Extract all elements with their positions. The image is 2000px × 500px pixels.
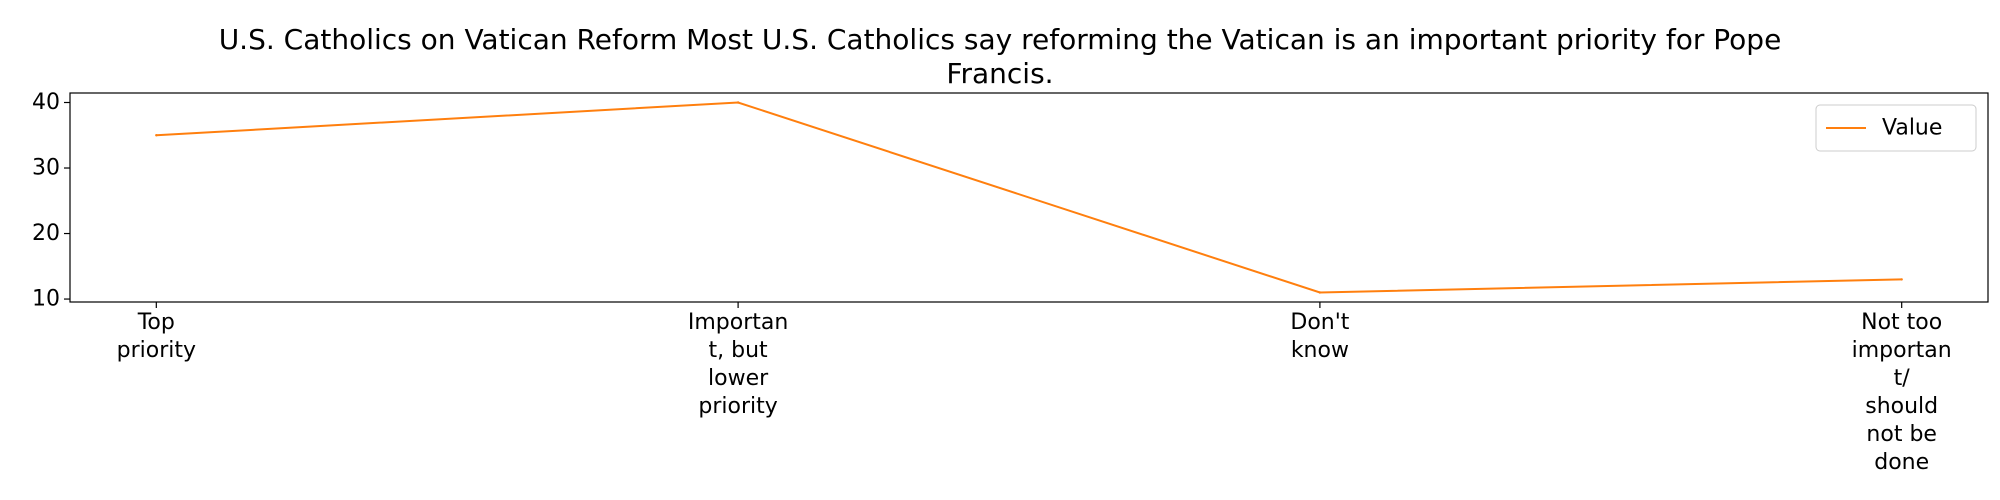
x-axis: Top priority Importan t, but lower priority Do… [117,302,1952,475]
y-tick-label: 40 [32,90,60,115]
y-axis: 10 20 30 40 [32,90,70,312]
axes-frame [69,92,1989,303]
chart-title: U.S. Catholics on Vatican Reform Most U.… [219,23,1782,90]
data-point [155,134,158,137]
x-tick-label: Don't know [1290,310,1349,363]
series-line [156,101,1902,294]
data-point [736,101,740,104]
legend: Value [1815,104,1977,152]
x-tick-label: Not too importan t/should not be done [1852,310,1952,475]
chart-title-line: Francis. [946,57,1053,90]
x-tick-label: Top priority [117,310,196,363]
chart-title-line: U.S. Catholics on Vatican Reform Most U.… [219,23,1782,56]
data-point [1318,291,1322,294]
legend-label: Value [1882,116,1942,141]
x-tick-label: Importan t, but lower priority [688,310,788,419]
y-tick-label: 20 [32,221,60,246]
plot-area [69,92,1989,303]
data-point [1900,278,1903,281]
legend-box [1815,104,1977,152]
y-tick-label: 10 [32,287,60,312]
series-layer [155,101,1903,294]
y-tick-label: 30 [32,156,60,181]
